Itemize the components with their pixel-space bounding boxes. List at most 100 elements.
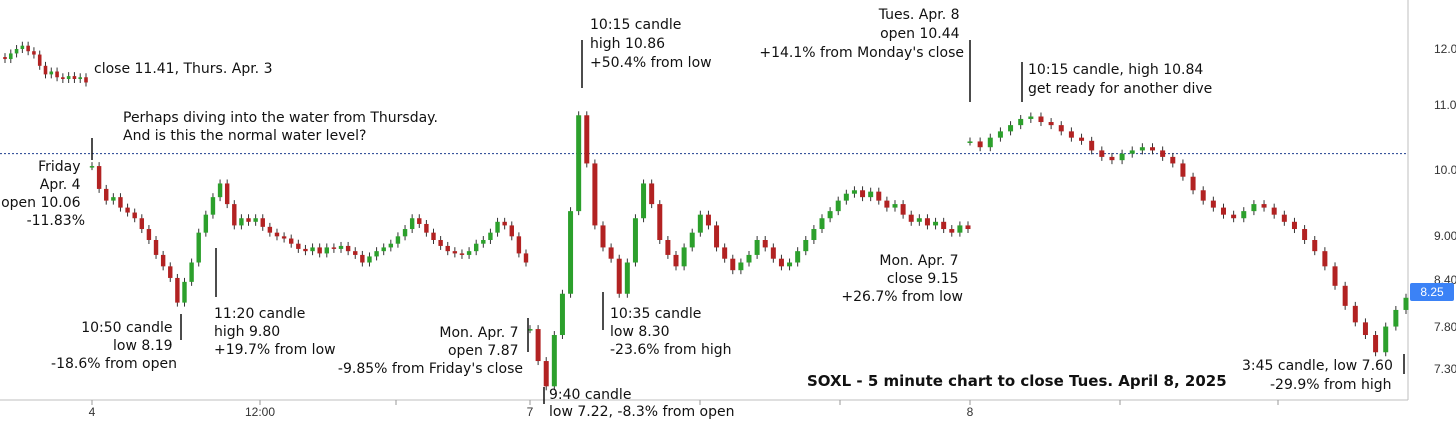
candle-up bbox=[473, 243, 479, 252]
candle-down bbox=[1089, 140, 1095, 151]
candle-up bbox=[495, 221, 500, 233]
candle-up bbox=[1383, 326, 1389, 353]
candle-down bbox=[673, 254, 679, 267]
candle-down bbox=[941, 221, 947, 230]
candle-down bbox=[1220, 207, 1226, 215]
candle-up bbox=[409, 218, 415, 230]
candle-up bbox=[66, 76, 71, 79]
candle-down bbox=[360, 254, 365, 263]
candle-up bbox=[111, 197, 116, 201]
candle-down bbox=[317, 247, 322, 254]
candle-down bbox=[965, 225, 971, 230]
candle-down bbox=[509, 225, 514, 237]
candle-down bbox=[55, 71, 59, 78]
candle-down bbox=[1180, 163, 1186, 177]
candle-up bbox=[488, 232, 493, 240]
candle-up bbox=[811, 229, 817, 240]
candle-down bbox=[168, 266, 173, 278]
candle-up bbox=[632, 218, 638, 263]
y-tick-label: 7.30 bbox=[1434, 362, 1456, 376]
candle-up bbox=[957, 225, 963, 233]
candle-up bbox=[203, 214, 209, 233]
annotation-monday-1015: 10:15 candle high 10.86 +50.4% from low bbox=[590, 17, 712, 71]
candle-up bbox=[568, 211, 574, 294]
candle-up bbox=[868, 191, 874, 198]
candle-up bbox=[527, 329, 533, 331]
candle-down bbox=[132, 212, 137, 219]
annotation-monday-940: 9:40 candle low 7.22, -8.3% from open bbox=[549, 387, 734, 420]
candle-down bbox=[876, 191, 882, 201]
candle-down bbox=[860, 190, 866, 198]
x-tick-label: 8 bbox=[967, 405, 974, 419]
candle-down bbox=[1281, 214, 1287, 222]
candle-down bbox=[900, 204, 906, 215]
candle-up bbox=[89, 166, 95, 168]
candle-down bbox=[516, 236, 522, 254]
candle-down bbox=[260, 218, 265, 227]
candle-down bbox=[1068, 131, 1074, 138]
candle-down bbox=[345, 245, 351, 252]
annotation-tuesday-open: Tues. Apr. 8 open 10.44 +14.1% from Mond… bbox=[759, 7, 964, 61]
candle-down bbox=[592, 163, 598, 226]
chart-title: SOXL - 5 minute chart to close Tues. Apr… bbox=[807, 372, 1227, 390]
y-tick-label: 9.00 bbox=[1434, 229, 1456, 243]
candle-down bbox=[714, 225, 720, 248]
candle-down bbox=[146, 229, 152, 240]
candle-down bbox=[949, 229, 955, 233]
candle-down bbox=[96, 166, 102, 189]
candle-down bbox=[1038, 116, 1044, 123]
candle-down bbox=[459, 253, 465, 255]
annotation-water-level: Perhaps diving into the water from Thurs… bbox=[123, 110, 442, 144]
candle-down bbox=[37, 54, 42, 66]
candle-up bbox=[1018, 118, 1024, 126]
candle-up bbox=[559, 293, 565, 336]
y-tick-label: 11.00 bbox=[1434, 98, 1456, 112]
candle-up bbox=[1119, 153, 1125, 161]
candle-up bbox=[49, 71, 54, 75]
candle-up bbox=[388, 243, 394, 248]
candle-up bbox=[916, 218, 922, 222]
candle-up bbox=[14, 49, 19, 54]
candle-down bbox=[303, 248, 308, 252]
candles bbox=[3, 41, 1409, 391]
candle-up bbox=[253, 218, 258, 222]
candle-up bbox=[210, 197, 216, 215]
candle-up bbox=[395, 236, 401, 244]
candle-up bbox=[997, 131, 1003, 138]
candle-up bbox=[576, 115, 582, 212]
candle-down bbox=[584, 115, 590, 164]
candle-down bbox=[296, 243, 301, 249]
annotation-leader-lines bbox=[91, 40, 1405, 404]
candle-up bbox=[641, 183, 647, 219]
candle-up bbox=[892, 204, 898, 208]
candle-down bbox=[84, 77, 88, 83]
candle-up bbox=[239, 218, 244, 226]
candle-down bbox=[1200, 190, 1206, 201]
y-tick-label: 7.80 bbox=[1434, 320, 1456, 334]
candle-down bbox=[424, 223, 429, 233]
candle-up bbox=[1129, 150, 1135, 154]
candle-down bbox=[1160, 150, 1166, 157]
candle-up bbox=[367, 256, 372, 263]
candle-down bbox=[438, 240, 443, 246]
candle-down bbox=[600, 225, 606, 248]
candle-up bbox=[697, 214, 703, 233]
candle-down bbox=[770, 247, 776, 259]
candle-down bbox=[1231, 214, 1237, 219]
annotation-friday-open: Friday Apr. 4 open 10.06 -11.83% bbox=[1, 159, 85, 229]
candle-down bbox=[139, 218, 145, 230]
candle-up bbox=[1393, 309, 1399, 327]
candle-down bbox=[125, 207, 130, 213]
candle-down bbox=[331, 247, 337, 249]
last-price-tag: 8.25 bbox=[1410, 283, 1454, 301]
candle-up bbox=[324, 247, 329, 254]
candle-down bbox=[61, 77, 65, 79]
candle-down bbox=[274, 232, 280, 237]
candle-down bbox=[535, 329, 541, 362]
candle-down bbox=[705, 214, 711, 226]
candle-down bbox=[608, 247, 614, 259]
candle-down bbox=[232, 204, 237, 226]
candle-down bbox=[778, 258, 784, 267]
